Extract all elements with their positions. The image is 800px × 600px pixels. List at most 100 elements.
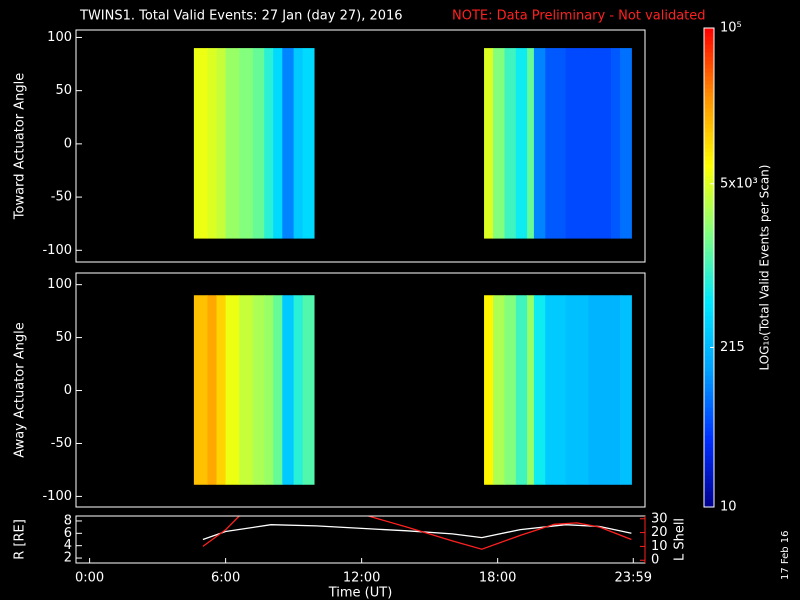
note: NOTE: Data Preliminary - Not validated bbox=[452, 9, 706, 24]
colorbar-band bbox=[704, 411, 714, 416]
colorbar-band bbox=[704, 491, 714, 496]
heat-cell bbox=[252, 295, 265, 485]
colorbar-band bbox=[704, 43, 714, 49]
y-tick-label: -100 bbox=[42, 243, 72, 258]
colorbar-tick-label: 10 bbox=[720, 500, 737, 515]
colorbar-band bbox=[704, 191, 714, 197]
heat-cell bbox=[527, 48, 535, 239]
colorbar-band bbox=[704, 307, 714, 313]
x-tick-label: 18:00 bbox=[479, 571, 516, 586]
colorbar-band bbox=[704, 423, 714, 428]
colorbar-band bbox=[704, 395, 714, 400]
colorbar-band bbox=[704, 99, 714, 105]
colorbar-band bbox=[704, 163, 714, 169]
y-tick-label: 8 bbox=[64, 513, 72, 528]
footer: 17 Feb 16 bbox=[780, 530, 791, 580]
colorbar-band bbox=[704, 327, 714, 332]
colorbar-band bbox=[704, 479, 714, 484]
colorbar-band bbox=[704, 63, 714, 69]
colorbar-band bbox=[704, 355, 714, 360]
colorbar-band bbox=[704, 231, 714, 237]
heat-cell bbox=[239, 295, 254, 485]
axes-frame bbox=[75, 29, 646, 263]
colorbar-band bbox=[704, 95, 714, 101]
colorbar-band bbox=[704, 375, 714, 380]
heat-cell bbox=[533, 295, 546, 485]
colorbar-band bbox=[704, 467, 714, 472]
colorbar-tick-label: 5x10³ bbox=[720, 176, 758, 191]
colorbar-band bbox=[704, 215, 714, 221]
y-axis-title: Toward Actuator Angle bbox=[13, 73, 28, 220]
colorbar-band bbox=[704, 195, 714, 201]
heat-cell bbox=[588, 295, 612, 485]
colorbar-band bbox=[704, 255, 714, 261]
x-tick-label: 12:00 bbox=[343, 571, 380, 586]
colorbar-band bbox=[704, 155, 714, 161]
colorbar-title: LOG₁₀(Total Valid Events per Scan) bbox=[758, 165, 772, 371]
colorbar-band bbox=[704, 59, 714, 65]
colorbar-band bbox=[704, 119, 714, 125]
x-tick-label: 6:00 bbox=[211, 571, 240, 586]
colorbar-band bbox=[704, 31, 714, 37]
colorbar-tick-label: 10⁵ bbox=[720, 21, 742, 36]
colorbar-band bbox=[704, 211, 714, 217]
heat-cell bbox=[207, 295, 218, 485]
heat-cell bbox=[216, 48, 227, 239]
colorbar-band bbox=[704, 151, 714, 157]
colorbar-band bbox=[704, 147, 714, 153]
colorbar-band bbox=[704, 295, 714, 301]
colorbar-band bbox=[704, 127, 714, 133]
colorbar-band bbox=[704, 363, 714, 368]
colorbar-band bbox=[704, 175, 714, 181]
colorbar-band bbox=[704, 459, 714, 464]
colorbar-frame bbox=[703, 27, 715, 508]
colorbar-band bbox=[704, 135, 714, 141]
colorbar-band bbox=[704, 143, 714, 149]
heat-cell bbox=[225, 295, 240, 485]
y2-axis-title: L Shell bbox=[673, 518, 688, 561]
y-tick-label: -50 bbox=[51, 436, 72, 451]
heat-cell bbox=[533, 48, 546, 239]
colorbar-band bbox=[704, 291, 714, 297]
colorbar-band bbox=[704, 435, 714, 440]
series-line bbox=[202, 516, 632, 550]
colorbar-band bbox=[704, 455, 714, 460]
colorbar-band bbox=[704, 111, 714, 117]
colorbar-band bbox=[704, 199, 714, 205]
heat-cell bbox=[216, 295, 227, 485]
colorbar-band bbox=[704, 359, 714, 364]
heat-cell bbox=[545, 295, 567, 485]
y2-tick-label: 30 bbox=[651, 511, 668, 526]
colorbar-band bbox=[704, 251, 714, 257]
chart-title: TWINS1. Total Valid Events: 27 Jan (day … bbox=[79, 9, 403, 24]
heat-cell bbox=[504, 48, 517, 239]
colorbar-band bbox=[704, 167, 714, 173]
colorbar-band bbox=[704, 351, 714, 356]
heat-cell bbox=[293, 295, 304, 485]
colorbar-band bbox=[704, 171, 714, 177]
colorbar-band bbox=[704, 471, 714, 476]
colorbar-band bbox=[704, 287, 714, 293]
axes-frame bbox=[75, 515, 646, 564]
colorbar-band bbox=[704, 223, 714, 229]
colorbar-band bbox=[704, 383, 714, 388]
heat-cell bbox=[588, 48, 612, 239]
colorbar-band bbox=[704, 311, 714, 316]
y-tick-label: 0 bbox=[64, 136, 72, 151]
colorbar-band bbox=[704, 203, 714, 209]
colorbar-band bbox=[704, 323, 714, 328]
colorbar-band bbox=[704, 431, 714, 436]
heat-cell bbox=[610, 48, 621, 239]
series-line bbox=[202, 524, 632, 541]
y-tick-label: 0 bbox=[64, 383, 72, 398]
colorbar-band bbox=[704, 419, 714, 424]
heat-cell bbox=[620, 48, 632, 239]
y-axis-title: R [RE] bbox=[13, 519, 28, 560]
colorbar-band bbox=[704, 279, 714, 285]
colorbar-band bbox=[704, 35, 714, 41]
heat-cell bbox=[293, 48, 304, 239]
heat-cell bbox=[527, 295, 535, 485]
y-tick-label: -50 bbox=[51, 190, 72, 205]
